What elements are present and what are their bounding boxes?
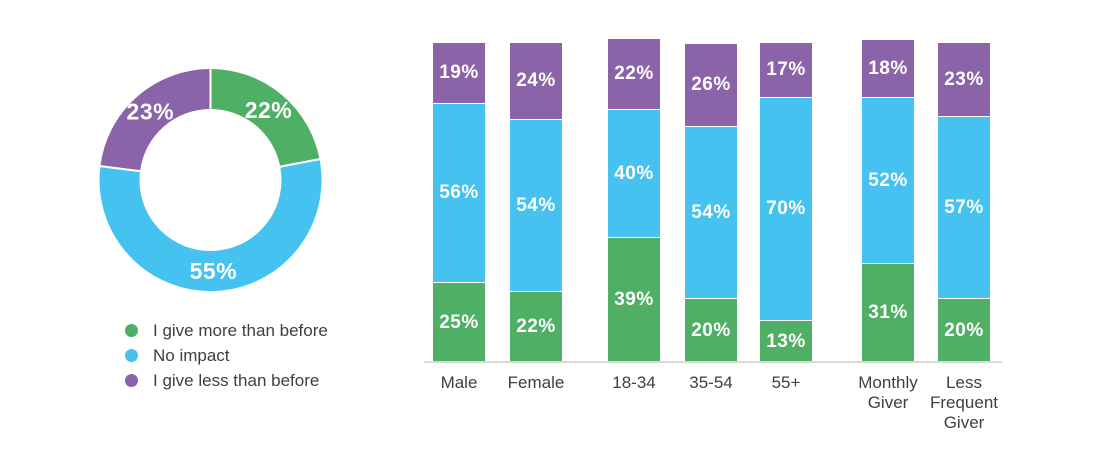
bar-segment-blue: 40%	[608, 110, 660, 237]
bar-value-label: 26%	[691, 74, 731, 95]
legend-label: I give more than before	[153, 320, 328, 340]
bar-value-label: 54%	[516, 194, 556, 216]
bar-segment-green: 31%	[862, 264, 914, 362]
bar-value-label: 52%	[868, 169, 908, 191]
category-label: Monthly Giver	[828, 373, 948, 413]
x-axis-line	[424, 361, 1002, 363]
bar-35-54: 20% 54% 26%	[685, 0, 737, 362]
bar-value-label: 20%	[691, 319, 731, 341]
legend-swatch-purple-icon	[125, 374, 138, 387]
bar-segment-blue: 70%	[760, 98, 812, 320]
bar-value-label: 56%	[439, 182, 479, 203]
donut-chart: 22% 55% 23%	[97, 66, 324, 293]
bar-segment-blue: 54%	[510, 120, 562, 291]
bar-value-label: 40%	[614, 162, 654, 184]
category-label-line: Less	[946, 373, 982, 392]
legend-label: I give less than before	[153, 370, 320, 390]
bar-less-frequent-giver: 20% 57% 23%	[938, 0, 990, 362]
donut-value-label: 55%	[190, 258, 238, 284]
category-label: 55+	[726, 373, 846, 393]
bar-18-34: 39% 40% 22%	[608, 0, 660, 362]
bar-value-label: 13%	[766, 330, 806, 352]
bar-55-: 13% 70% 17%	[760, 0, 812, 362]
bar-segment-green: 13%	[760, 321, 812, 362]
bar-value-label: 39%	[614, 289, 654, 310]
legend-label: No impact	[153, 345, 230, 365]
bar-segment-purple: 23%	[938, 43, 990, 116]
bar-value-label: 54%	[691, 201, 731, 223]
bar-value-label: 22%	[516, 316, 556, 337]
category-label-line: Male	[440, 373, 478, 392]
bar-female: 22% 54% 24%	[510, 0, 562, 362]
bar-segment-blue: 54%	[685, 127, 737, 298]
category-label-line: 55+	[771, 373, 801, 392]
stacked-bar-chart: 25% 56% 19% 22% 54% 24% 39% 40% 22% 20% 54% 26% 13% 7…	[433, 0, 990, 362]
bar-segment-green: 25%	[433, 283, 485, 362]
legend-item-give-more: I give more than before	[125, 318, 328, 343]
category-label-line: Giver	[943, 413, 985, 432]
bar-value-label: 17%	[766, 59, 806, 80]
category-label-line: Monthly	[858, 373, 918, 392]
bar-value-label: 57%	[944, 196, 984, 218]
bar-segment-blue: 56%	[433, 104, 485, 282]
donut-value-label: 22%	[245, 97, 293, 123]
legend-swatch-blue-icon	[125, 349, 138, 362]
bar-monthly-giver: 31% 52% 18%	[862, 0, 914, 362]
bar-segment-blue: 52%	[862, 98, 914, 263]
bar-value-label: 18%	[868, 57, 908, 79]
category-label: Male	[399, 373, 519, 393]
bar-value-label: 70%	[766, 198, 806, 219]
bar-value-label: 19%	[439, 62, 479, 83]
bar-segment-green: 20%	[938, 299, 990, 362]
bar-segment-green: 22%	[510, 292, 562, 362]
category-label: Less Frequent Giver	[904, 373, 1024, 433]
category-label-line: Female	[507, 373, 565, 392]
legend-item-give-less: I give less than before	[125, 368, 328, 393]
bar-segment-purple: 22%	[608, 39, 660, 109]
bar-segment-purple: 19%	[433, 43, 485, 103]
bar-segment-purple: 18%	[862, 40, 914, 97]
legend: I give more than before No impact I give…	[125, 318, 328, 393]
donut-value-label: 23%	[127, 99, 175, 125]
donut-segment-purple	[98, 66, 212, 173]
legend-swatch-green-icon	[125, 324, 138, 337]
bar-segment-purple: 24%	[510, 43, 562, 119]
bar-value-label: 20%	[944, 319, 984, 341]
category-label-line: 18-34	[612, 373, 656, 392]
category-label-line: 35-54	[689, 373, 733, 392]
bar-segment-purple: 26%	[685, 44, 737, 126]
category-label: 18-34	[574, 373, 694, 393]
bar-value-label: 31%	[868, 302, 908, 323]
bar-segment-blue: 57%	[938, 117, 990, 298]
category-label: 35-54	[651, 373, 771, 393]
bar-segment-green: 39%	[608, 238, 660, 362]
bar-value-label: 24%	[516, 70, 556, 91]
legend-item-no-impact: No impact	[125, 343, 328, 368]
donut-segment-blue	[97, 157, 324, 293]
bar-segment-purple: 17%	[760, 43, 812, 97]
category-label-line: Frequent	[929, 393, 999, 412]
bar-value-label: 25%	[439, 311, 479, 333]
bar-male: 25% 56% 19%	[433, 0, 485, 362]
bar-value-label: 22%	[614, 63, 654, 84]
bar-segment-green: 20%	[685, 299, 737, 362]
category-label: Female	[476, 373, 596, 393]
bar-value-label: 23%	[944, 68, 984, 90]
category-label-line: Giver	[867, 393, 909, 412]
